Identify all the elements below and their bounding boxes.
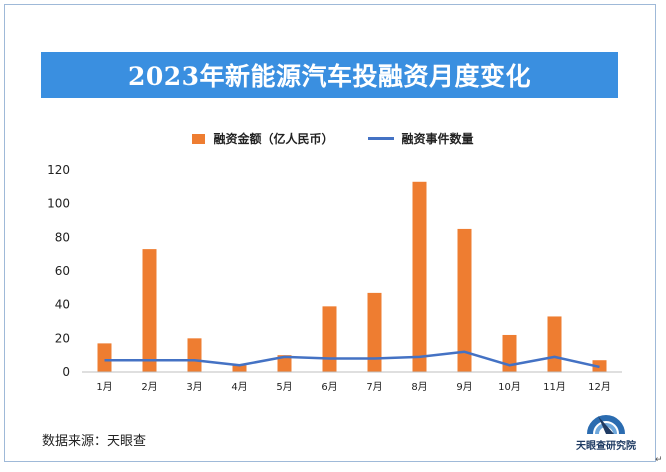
legend-label-count: 融资事件数量 bbox=[401, 132, 474, 146]
bar-4月 bbox=[232, 365, 247, 372]
x-tick-label: 4月 bbox=[231, 381, 247, 393]
x-tick-label: 10月 bbox=[498, 381, 521, 393]
bar-11月 bbox=[547, 316, 562, 372]
bar-5月 bbox=[277, 355, 292, 372]
bar-7月 bbox=[367, 292, 382, 372]
x-tick-label: 6月 bbox=[321, 381, 337, 393]
bar-9月 bbox=[457, 228, 472, 372]
bar-2月 bbox=[142, 249, 157, 372]
y-tick-label: 100 bbox=[47, 197, 70, 211]
x-tick-label: 7月 bbox=[366, 381, 382, 393]
legend-swatch-line bbox=[367, 137, 394, 140]
legend-label-amount: 融资金额（亿人民币） bbox=[213, 132, 334, 146]
return-mark: ↵ bbox=[655, 455, 663, 465]
bar-10月 bbox=[502, 334, 517, 372]
data-source: 数据来源：天眼查 bbox=[42, 434, 147, 449]
y-tick-label: 120 bbox=[47, 163, 70, 177]
chart-title: 2023年新能源汽车投融资月度变化 bbox=[41, 52, 618, 98]
x-tick-label: 9月 bbox=[456, 381, 472, 393]
x-tick-label: 3月 bbox=[186, 381, 202, 393]
y-tick-label: 0 bbox=[62, 365, 70, 379]
legend-swatch-bar bbox=[192, 133, 206, 144]
bar-1月 bbox=[97, 343, 112, 372]
bar-series bbox=[97, 181, 607, 372]
x-tick-label: 8月 bbox=[411, 381, 427, 393]
y-tick-label: 80 bbox=[55, 230, 70, 244]
bar-6月 bbox=[322, 306, 337, 372]
legend-item-amount: 融资金额（亿人民币） bbox=[192, 130, 334, 147]
x-axis: 1月 2月 3月 4月 5月 6月 7月 8月 9月 10月 11月 12月 bbox=[96, 381, 611, 393]
x-tick-label: 11月 bbox=[543, 381, 566, 393]
bar-8月 bbox=[412, 181, 427, 372]
x-tick-label: 1月 bbox=[96, 381, 112, 393]
y-tick-label: 40 bbox=[55, 298, 70, 312]
y-tick-label: 20 bbox=[55, 331, 70, 345]
bar-3月 bbox=[187, 338, 202, 372]
y-tick-label: 60 bbox=[55, 264, 70, 278]
tianyancha-logo-icon bbox=[587, 415, 625, 435]
y-axis: 0 20 40 60 80 100 120 bbox=[47, 163, 70, 379]
line-series bbox=[104, 350, 600, 369]
logo-text: 天眼查研究院 bbox=[576, 441, 636, 452]
x-tick-label: 2月 bbox=[141, 381, 157, 393]
x-tick-label: 12月 bbox=[588, 381, 611, 393]
x-tick-label: 5月 bbox=[276, 381, 292, 393]
legend: 融资金额（亿人民币） 融资事件数量 bbox=[0, 130, 666, 147]
legend-item-count: 融资事件数量 bbox=[367, 130, 474, 147]
